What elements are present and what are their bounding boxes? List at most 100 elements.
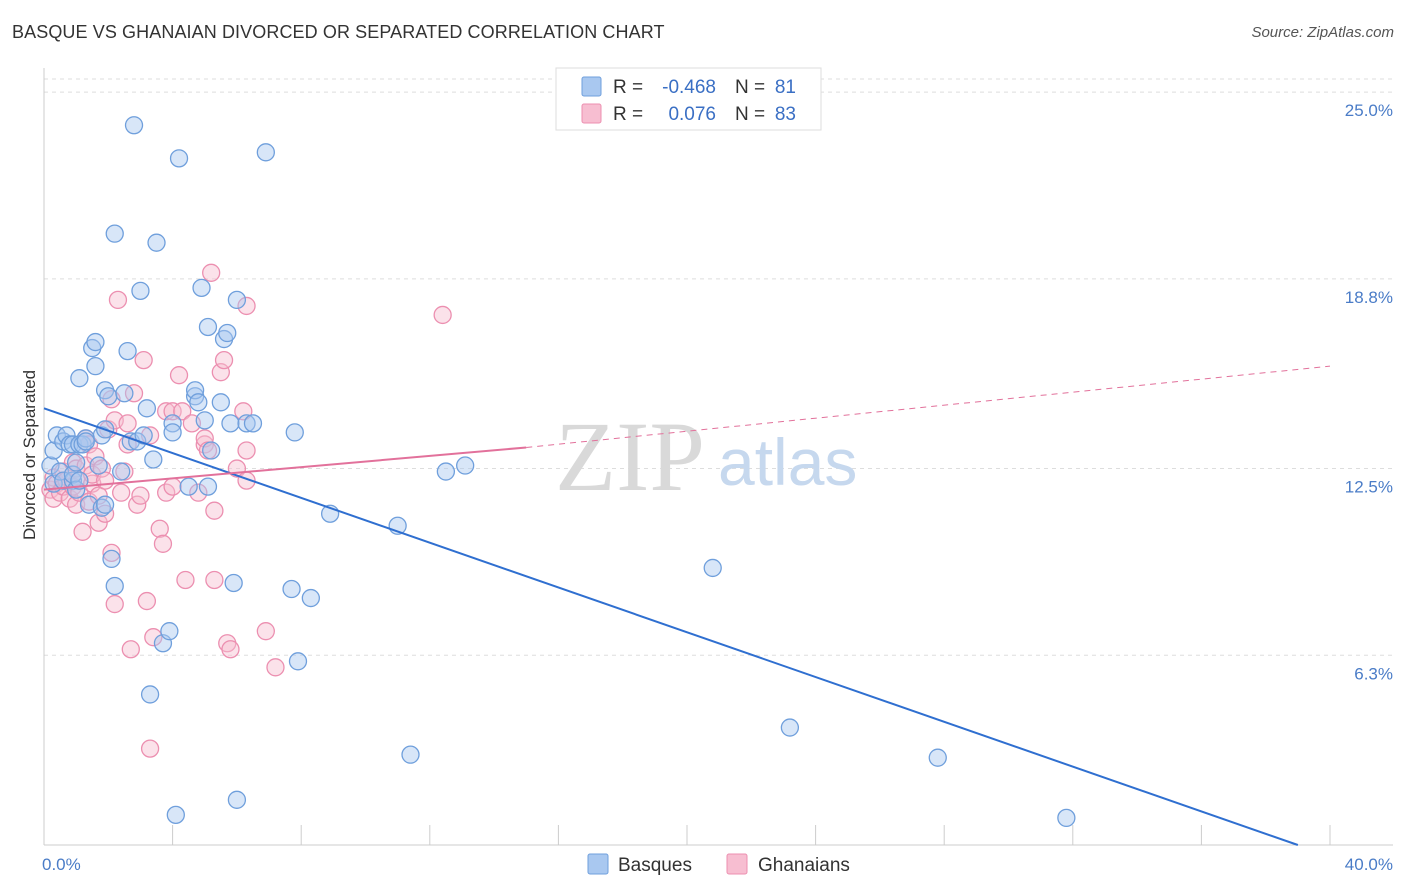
basque-point-45 [147, 233, 166, 252]
basque-point-80 [703, 558, 722, 578]
basque-point-58 [198, 317, 218, 337]
watermark-atlas: atlas [718, 425, 857, 499]
ghanaian-point-31 [105, 594, 124, 614]
ghanaian-point-43 [137, 591, 157, 611]
basque-point-71 [282, 579, 301, 599]
basque-point-61 [211, 393, 230, 412]
basque-point-79 [456, 456, 475, 475]
bottom-legend-swatch-ghanaians [726, 853, 748, 875]
basque-point-22 [86, 357, 105, 376]
legend-n-label-basques: N = [735, 77, 765, 98]
ghanaian-point-15 [73, 522, 92, 541]
basque-point-65 [224, 573, 243, 593]
ghanaian-trendline [43, 446, 527, 491]
ghanaian-point-39 [124, 384, 144, 403]
basque-point-67 [227, 790, 247, 809]
ghanaian-point-61 [202, 263, 221, 282]
basque-point-64 [221, 414, 240, 433]
basque-point-72 [285, 423, 304, 442]
basque-point-47 [160, 622, 179, 641]
legend-r-label-basques: R = [613, 77, 643, 98]
bottom-legend-label-ghanaians: Ghanaians [758, 855, 850, 876]
basque-point-19 [76, 432, 95, 451]
ghanaian-point-75 [433, 305, 452, 325]
source-credit: Source: ZipAtlas.com [1251, 24, 1394, 41]
axes [43, 68, 1393, 846]
basque-point-63 [218, 323, 237, 343]
ghanaian-point-62 [205, 501, 224, 520]
ghanaian-point-41 [131, 486, 150, 505]
basque-point-38 [124, 116, 144, 135]
ghanaian-point-55 [176, 570, 195, 590]
basque-point-40 [131, 281, 150, 301]
basque-point-68 [237, 414, 256, 433]
ghanaian-point-53 [169, 366, 189, 385]
basque-point-23 [86, 332, 105, 352]
ghanaian-point-47 [150, 519, 169, 538]
y-axis-label: Divorced or Separated [20, 370, 39, 540]
trendlines [43, 365, 1331, 846]
legend-r-value-ghanaians: 0.076 [668, 104, 716, 125]
ghanaian-trendline-extension [526, 365, 1331, 448]
basque-point-81 [780, 718, 800, 737]
legend-swatch-ghanaians [581, 103, 602, 124]
ghanaian-point-71 [237, 441, 256, 460]
basque-point-59 [198, 477, 218, 496]
basque-point-34 [112, 462, 131, 481]
basque-point-16 [70, 369, 89, 388]
basque-point-83 [1057, 808, 1076, 828]
bottom-legend-swatch-basques [587, 853, 609, 875]
ghanaian-point-74 [266, 658, 285, 677]
y-tick-label-0: 6.3% [1354, 664, 1393, 683]
basque-point-73 [288, 652, 308, 671]
basque-point-42 [137, 399, 157, 418]
basque-point-78 [436, 462, 456, 481]
x-tick-label-left: 0.0% [42, 855, 81, 874]
basque-point-50 [166, 805, 185, 825]
ghanaian-point-54 [173, 402, 192, 421]
ghanaian-point-52 [163, 477, 182, 496]
ghanaian-point-70 [237, 296, 256, 316]
basque-point-55 [189, 393, 208, 412]
basque-point-28 [95, 495, 115, 514]
basque-point-52 [179, 477, 198, 496]
basque-point-36 [118, 341, 137, 361]
legend-n-value-basques: 81 [775, 77, 796, 98]
basque-point-49 [163, 423, 182, 442]
ghanaian-point-38 [121, 640, 140, 659]
y-tick-label-3: 25.0% [1345, 101, 1393, 120]
ghanaian-point-42 [134, 350, 153, 370]
basque-point-70 [256, 143, 275, 162]
legend-r-label-ghanaians: R = [613, 104, 643, 125]
basque-point-26 [92, 498, 112, 517]
basque-point-0 [41, 456, 60, 475]
basque-point-60 [202, 441, 221, 460]
basque-point-82 [928, 748, 947, 767]
basque-point-44 [144, 450, 163, 469]
ghanaian-point-57 [189, 483, 208, 502]
basque-point-31 [102, 549, 121, 569]
bottom-legend: Basques Ghanaians [587, 853, 850, 876]
ghanaian-point-24 [89, 513, 108, 532]
ghanaian-point-48 [153, 534, 173, 553]
y-tick-label-2: 18.8% [1345, 288, 1393, 307]
ghanaian-point-33 [108, 290, 128, 310]
basque-point-43 [140, 685, 160, 704]
legend-n-value-ghanaians: 83 [775, 104, 796, 125]
legend-swatch-basques [581, 76, 602, 97]
bottom-legend-label-basques: Basques [618, 855, 692, 876]
ghanaian-point-67 [221, 640, 240, 659]
basque-point-74 [301, 588, 320, 608]
ghanaian-point-65 [214, 350, 234, 370]
ghanaian-point-29 [102, 543, 121, 563]
ghanaian-point-34 [112, 483, 131, 502]
basque-point-57 [195, 411, 214, 430]
basque-point-69 [243, 414, 263, 433]
basque-point-30 [99, 387, 118, 406]
basque-point-24 [89, 456, 108, 475]
y-tick-labels: 6.3% 12.5% 18.8% 25.0% [1345, 101, 1393, 683]
legend: R = -0.468 N = 81 R = 0.076 N = 83 [555, 67, 822, 131]
basque-point-33 [105, 224, 124, 243]
ghanaian-point-44 [140, 739, 160, 758]
